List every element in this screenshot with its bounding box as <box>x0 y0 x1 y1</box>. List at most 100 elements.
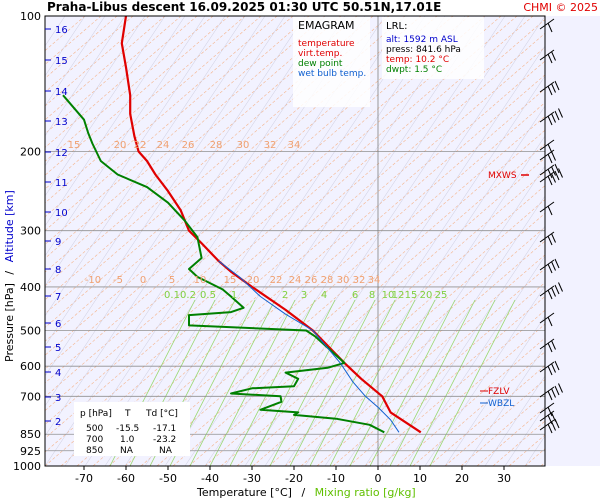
wind-barb-flag <box>554 163 560 174</box>
marker-fzlv-label: FZLV <box>488 387 510 397</box>
mixing-ratio-line <box>249 299 336 466</box>
x-tick-label: 30 <box>497 472 511 485</box>
pressure-tick-label: 400 <box>20 281 41 294</box>
table-row-850-p: 850 <box>86 446 103 456</box>
wind-barb-flag <box>551 113 556 123</box>
mixing-ratio-label: 12 <box>392 290 405 301</box>
lrl-title: LRL: <box>386 21 407 32</box>
mixing-ratio-label: 10 <box>382 290 395 301</box>
x-tick-label: -20 <box>285 472 303 485</box>
mixing-ratio-line <box>409 299 496 466</box>
isotherm-line <box>264 45 545 466</box>
wind-barb-flag <box>547 263 553 274</box>
wind-barb-flag <box>547 115 553 126</box>
altitude-tick-label: 14 <box>55 87 68 98</box>
chart-credit: CHMI © 2025 <box>523 1 598 14</box>
wind-barb-flag <box>551 151 556 161</box>
series-wet-bulb-temp-line <box>218 260 400 433</box>
table-row-500-td: -17.1 <box>153 424 176 434</box>
wind-barb-shaft <box>539 18 555 30</box>
mixing-ratio-label: 0.5 <box>200 290 216 301</box>
wind-barb-flag <box>554 110 560 121</box>
wind-barb-flag <box>551 173 556 183</box>
table-header-pressure: p [hPa] <box>80 409 112 419</box>
mixing-ratio-label: 20 <box>420 290 433 301</box>
isotherm-line <box>224 16 526 466</box>
wind-barb-flag <box>554 385 560 396</box>
wind-barb-flag <box>547 168 553 179</box>
altitude-tick-label: 2 <box>55 417 61 428</box>
wind-barb-flag <box>547 423 553 434</box>
mixing-ratio-line <box>289 299 376 466</box>
wind-barb-flag <box>551 287 556 297</box>
mixing-ratio-label: 0.1 <box>164 290 180 301</box>
isotherm-line <box>45 16 186 227</box>
isotherm-line <box>164 16 466 466</box>
isotherm-line <box>484 375 545 466</box>
pressure-tick-label: 1000 <box>13 460 41 473</box>
mixing-ratio-label: 2 <box>282 290 288 301</box>
wind-barbs <box>539 18 563 434</box>
isotherm-line <box>464 345 545 466</box>
lrl-dewpoint: dwpt: 1.5 °C <box>386 65 442 75</box>
wind-barb-shaft <box>539 201 555 213</box>
mixing-ratio-label: 15 <box>405 290 418 301</box>
mixing-ratio-line <box>229 299 316 466</box>
isotherm-line <box>45 16 266 347</box>
series-temperatureline <box>120 16 422 434</box>
series-layer <box>62 16 422 434</box>
altitude-tick-label: 9 <box>55 237 61 248</box>
x-tick-label: 10 <box>413 472 427 485</box>
altitude-tick-label: 7 <box>55 292 61 303</box>
pressure-tick-label: 200 <box>20 145 41 158</box>
saturated-adiabat-label: 0 <box>140 275 146 286</box>
altitude-tick-label: 4 <box>55 368 61 379</box>
table-row-700-t: 1.0 <box>120 435 135 445</box>
isotherm-line <box>45 16 226 287</box>
altitude-tick-label: 16 <box>55 25 68 36</box>
mixing-ratio-label: 8 <box>369 290 375 301</box>
isotherm-line <box>45 16 146 167</box>
altitude-tick-label: 5 <box>55 343 61 354</box>
wind-barb-flag <box>547 175 553 186</box>
pressure-tick-label: 850 <box>20 428 41 441</box>
wind-barb-flag <box>547 342 553 353</box>
altitude-tick-label: 13 <box>55 117 68 128</box>
saturated-adiabat-label: 24 <box>289 275 302 286</box>
isotherm-line <box>364 195 545 466</box>
marker-wbzl-label: WBZL <box>488 399 514 409</box>
saturated-adiabat-label: 5 <box>169 275 175 286</box>
wind-barb-flag <box>554 170 560 181</box>
isotherm-line <box>45 16 126 137</box>
mixing-ratio-line <box>209 299 296 466</box>
marker-mxws-label: MXWS <box>488 171 517 181</box>
isotherm-line <box>284 75 545 466</box>
pressure-tick-label: 700 <box>20 390 41 403</box>
isotherm-line <box>45 16 106 107</box>
wind-barb-flag <box>558 168 563 178</box>
isotherm-line <box>404 255 545 466</box>
wind-barb-flag <box>547 316 553 327</box>
wind-barb-shaft <box>539 312 555 324</box>
saturated-adiabat-label: 22 <box>270 275 283 286</box>
altitude-tick-label: 10 <box>55 208 68 219</box>
series-dew-pointline <box>62 94 385 434</box>
wind-barb-flag <box>558 383 563 393</box>
summary-table-box <box>74 402 190 456</box>
wind-barb-flag <box>551 83 556 93</box>
isotherm-line <box>144 16 446 466</box>
pressure-tick-label: 600 <box>20 360 41 373</box>
legend-item-virt-temp: virt.temp. <box>298 49 342 59</box>
x-tick-label: -40 <box>201 472 219 485</box>
isotherm-line <box>45 16 286 377</box>
wind-panel-background <box>545 16 600 466</box>
table-row-500-t: -15.5 <box>116 424 139 434</box>
saturated-adiabat-label: 20 <box>247 275 260 286</box>
wind-barb-flag <box>547 235 553 246</box>
pressure-tick-label: 100 <box>20 10 41 23</box>
dry-adiabat-label: 34 <box>288 140 301 151</box>
table-row-850-t: NA <box>120 446 134 456</box>
mixing-ratio-label: 6 <box>352 290 358 301</box>
legend-item-wet-bulb: wet bulb temp. <box>298 69 366 79</box>
